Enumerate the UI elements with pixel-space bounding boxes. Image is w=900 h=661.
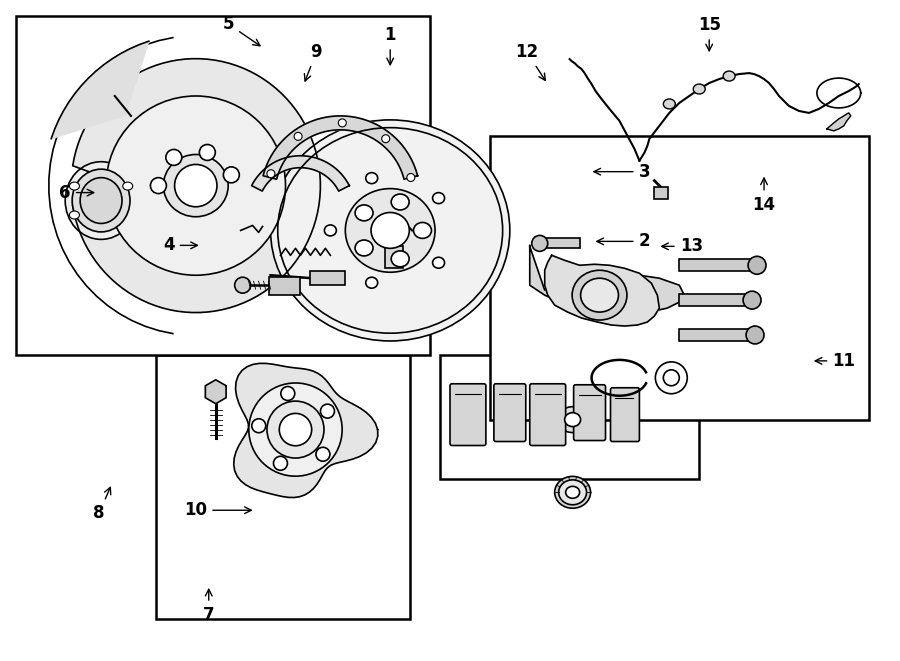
Text: 10: 10 [184, 501, 251, 520]
Ellipse shape [693, 84, 706, 94]
Text: 7: 7 [202, 589, 214, 624]
Text: 15: 15 [698, 17, 721, 51]
Ellipse shape [356, 205, 373, 221]
Circle shape [175, 165, 217, 207]
FancyBboxPatch shape [450, 384, 486, 446]
Ellipse shape [65, 162, 137, 239]
Ellipse shape [413, 223, 431, 239]
Circle shape [748, 256, 766, 274]
Text: 11: 11 [815, 352, 855, 370]
Circle shape [294, 132, 302, 140]
Ellipse shape [392, 251, 410, 267]
Bar [654, 186, 669, 198]
Circle shape [382, 135, 390, 143]
Ellipse shape [558, 407, 588, 432]
Ellipse shape [433, 192, 445, 204]
Ellipse shape [69, 211, 79, 219]
Ellipse shape [324, 225, 337, 236]
Circle shape [316, 447, 330, 461]
Text: 14: 14 [752, 178, 776, 214]
Text: 12: 12 [515, 43, 545, 81]
Ellipse shape [392, 194, 410, 210]
Bar [310, 271, 346, 285]
Ellipse shape [69, 182, 79, 190]
Circle shape [252, 419, 266, 433]
Ellipse shape [164, 155, 229, 217]
FancyBboxPatch shape [610, 388, 639, 442]
Circle shape [743, 291, 761, 309]
Polygon shape [234, 364, 378, 498]
Circle shape [200, 145, 215, 161]
Polygon shape [544, 255, 660, 326]
Text: 5: 5 [223, 15, 260, 46]
Circle shape [150, 178, 166, 194]
Circle shape [106, 96, 285, 275]
Ellipse shape [365, 173, 378, 184]
Bar [680, 294, 754, 306]
Circle shape [663, 370, 680, 386]
FancyBboxPatch shape [573, 385, 606, 440]
Circle shape [235, 277, 250, 293]
Ellipse shape [122, 182, 132, 190]
Polygon shape [73, 59, 320, 313]
Circle shape [248, 383, 342, 476]
Bar [16, 17, 430, 355]
Bar [680, 259, 759, 271]
Polygon shape [827, 113, 850, 131]
Ellipse shape [72, 169, 130, 232]
Text: 8: 8 [94, 487, 111, 522]
Polygon shape [205, 380, 226, 404]
Ellipse shape [365, 277, 378, 288]
Bar [680, 329, 757, 341]
Ellipse shape [271, 120, 509, 341]
Circle shape [320, 404, 335, 418]
Ellipse shape [433, 257, 445, 268]
Text: 2: 2 [597, 233, 650, 251]
Text: 13: 13 [662, 237, 703, 255]
Text: 1: 1 [384, 26, 396, 65]
Bar [440, 355, 699, 479]
Circle shape [407, 173, 415, 182]
Circle shape [267, 170, 274, 178]
Polygon shape [530, 245, 684, 313]
Circle shape [279, 413, 311, 446]
Ellipse shape [580, 278, 618, 312]
Text: 3: 3 [594, 163, 650, 180]
Ellipse shape [565, 486, 580, 498]
Bar [490, 136, 868, 420]
Ellipse shape [663, 99, 675, 109]
Ellipse shape [559, 480, 587, 505]
Polygon shape [263, 116, 418, 179]
Bar [268, 277, 301, 295]
Ellipse shape [572, 270, 627, 320]
FancyBboxPatch shape [530, 384, 565, 446]
Ellipse shape [724, 71, 735, 81]
Ellipse shape [371, 212, 410, 249]
Ellipse shape [554, 477, 590, 508]
FancyBboxPatch shape [494, 384, 526, 442]
Circle shape [338, 119, 346, 127]
Text: 6: 6 [59, 184, 94, 202]
Circle shape [532, 235, 548, 251]
Text: 4: 4 [163, 237, 197, 254]
Circle shape [166, 149, 182, 165]
Circle shape [746, 326, 764, 344]
Bar [156, 355, 410, 619]
Circle shape [274, 456, 287, 470]
Circle shape [267, 401, 324, 458]
Text: 9: 9 [304, 43, 322, 81]
Bar [540, 239, 580, 249]
Polygon shape [51, 41, 149, 139]
Ellipse shape [564, 412, 580, 426]
Polygon shape [252, 156, 349, 191]
Ellipse shape [80, 178, 122, 223]
Circle shape [223, 167, 239, 183]
Ellipse shape [356, 240, 373, 256]
Ellipse shape [346, 188, 435, 272]
Circle shape [281, 387, 295, 401]
Bar [385, 247, 403, 268]
